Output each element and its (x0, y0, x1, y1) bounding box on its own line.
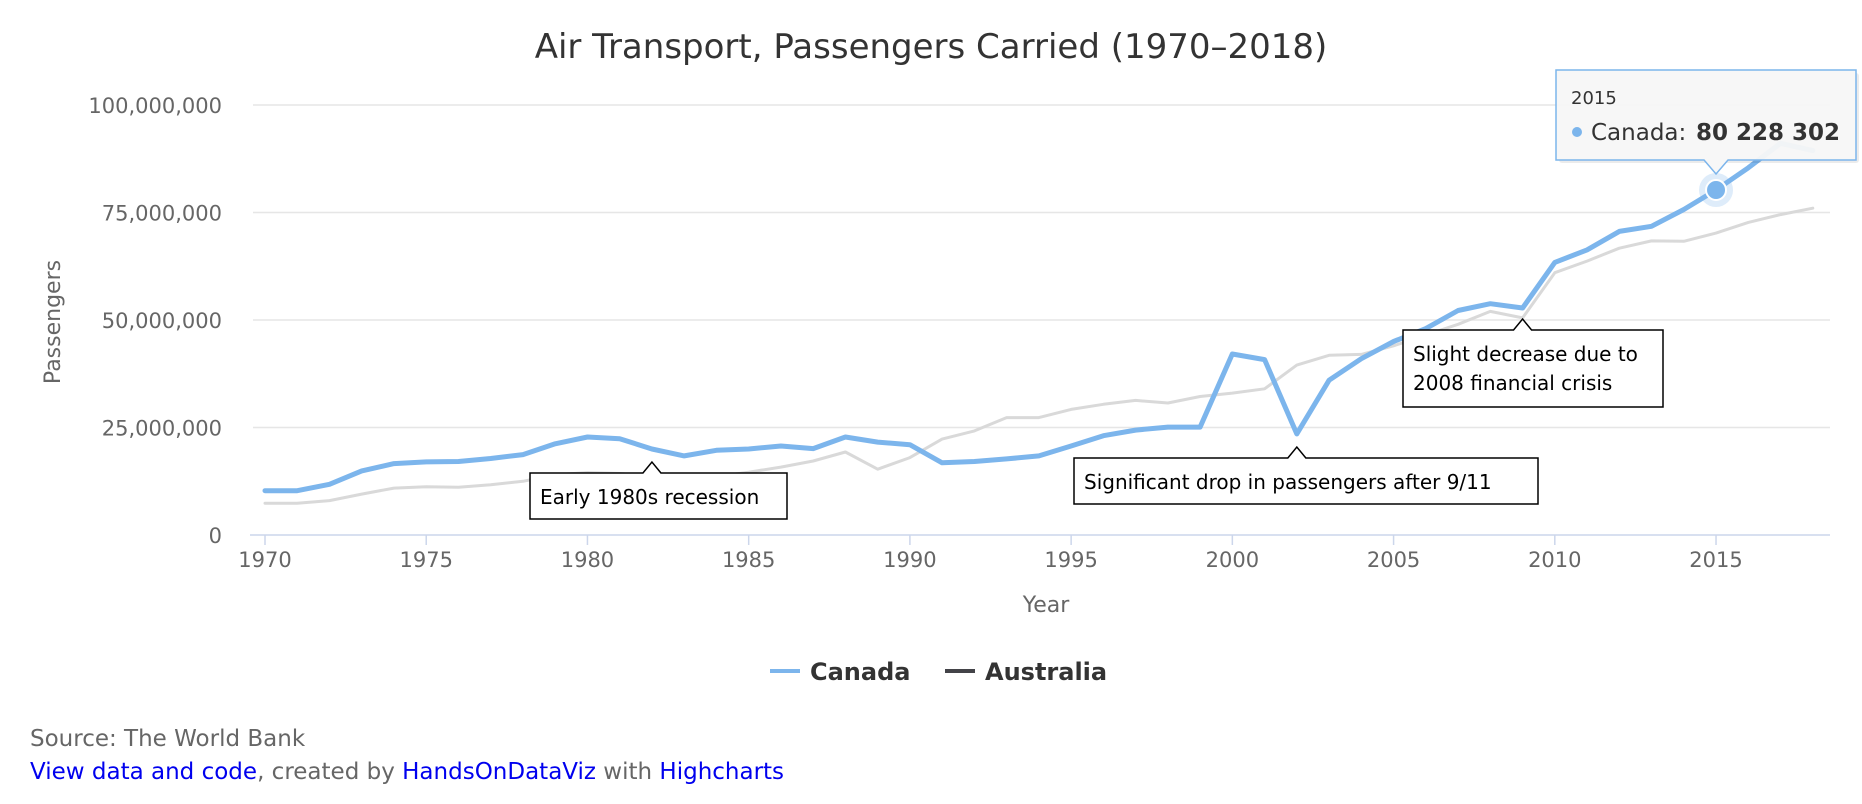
series-line-canada (262, 140, 1816, 494)
tooltip-box (1555, 69, 1857, 176)
series-line-australia (263, 206, 1815, 505)
tooltip-marker (1572, 127, 1582, 137)
annotation-text: Slight decrease due to (1413, 342, 1638, 366)
credits-line: View data and code, created by HandsOnDa… (30, 759, 784, 785)
legend-item-canada[interactable]: Canada (770, 658, 910, 686)
tooltip-year: 2015 (1571, 88, 1617, 109)
x-tick-label: 1970 (238, 548, 291, 572)
y-tick-label: 0 (209, 524, 222, 548)
chart-title: Air Transport, Passengers Carried (1970–… (535, 27, 1328, 67)
y-axis-ticks: 0 25,000,000 50,000,000 75,000,000 100,000,0… (88, 94, 222, 548)
x-axis-label: Year (1022, 593, 1071, 618)
with-text: with (595, 759, 660, 785)
annotation-3: Slight decrease due to 2008 financial cri… (1402, 317, 1664, 408)
x-tick-label: 2000 (1206, 548, 1259, 572)
hovered-point (1705, 179, 1728, 202)
annotation-box (529, 460, 788, 520)
annotation-2: Significant drop in passengers after 9/1… (1073, 445, 1539, 505)
view-data-link[interactable]: View data and code (30, 759, 258, 785)
tooltip-label: Canada: (1591, 120, 1686, 146)
y-tick-label: 50,000,000 (102, 309, 222, 333)
annotation-text: 2008 financial crisis (1413, 371, 1612, 395)
y-tick-label: 75,000,000 (102, 202, 222, 226)
x-tick-label: 2005 (1367, 548, 1420, 572)
legend-item-australia[interactable]: Australia (945, 658, 1107, 686)
x-tick-label: 1975 (399, 548, 452, 572)
x-tick-label: 2010 (1528, 548, 1581, 572)
x-tick-label: 1995 (1044, 548, 1097, 572)
x-tick-label: 2015 (1689, 548, 1742, 572)
legend: Canada Australia (770, 658, 1107, 686)
annotation-1: Early 1980s recession (529, 460, 788, 520)
handsondataviz-link[interactable]: HandsOnDataViz (402, 759, 596, 785)
source-text: Source: The World Bank (30, 726, 306, 752)
legend-label-canada[interactable]: Canada (810, 658, 910, 686)
x-tick-label: 1990 (883, 548, 936, 572)
x-axis-ticks: 1970 1975 1980 1985 1990 1995 2000 2005 2010 2015 (238, 535, 1743, 572)
x-tick-label: 1985 (722, 548, 775, 572)
y-axis-label: Passengers (41, 260, 66, 384)
annotation-text: Early 1980s recession (540, 485, 759, 509)
line-chart: Air Transport, Passengers Carried (1970–… (41, 27, 1859, 686)
annotation-box (1402, 317, 1664, 408)
legend-label-australia[interactable]: Australia (985, 658, 1107, 686)
highcharts-link[interactable]: Highcharts (659, 759, 785, 785)
x-tick-label: 1980 (561, 548, 614, 572)
y-tick-label: 25,000,000 (102, 417, 222, 441)
created-by-text: , created by (257, 759, 403, 785)
tooltip-value: 80 228 302 (1696, 120, 1840, 146)
annotation-text: Significant drop in passengers after 9/1… (1084, 470, 1492, 494)
series-layer (262, 140, 1816, 505)
tooltip: 2015 Canada: 80 228 302 (1555, 69, 1859, 176)
source-note: Source: The World Bank (30, 726, 305, 752)
annotations: Early 1980s recession Significant drop in… (529, 317, 1664, 520)
annotation-box (1073, 445, 1539, 505)
y-tick-label: 100,000,000 (88, 94, 222, 118)
